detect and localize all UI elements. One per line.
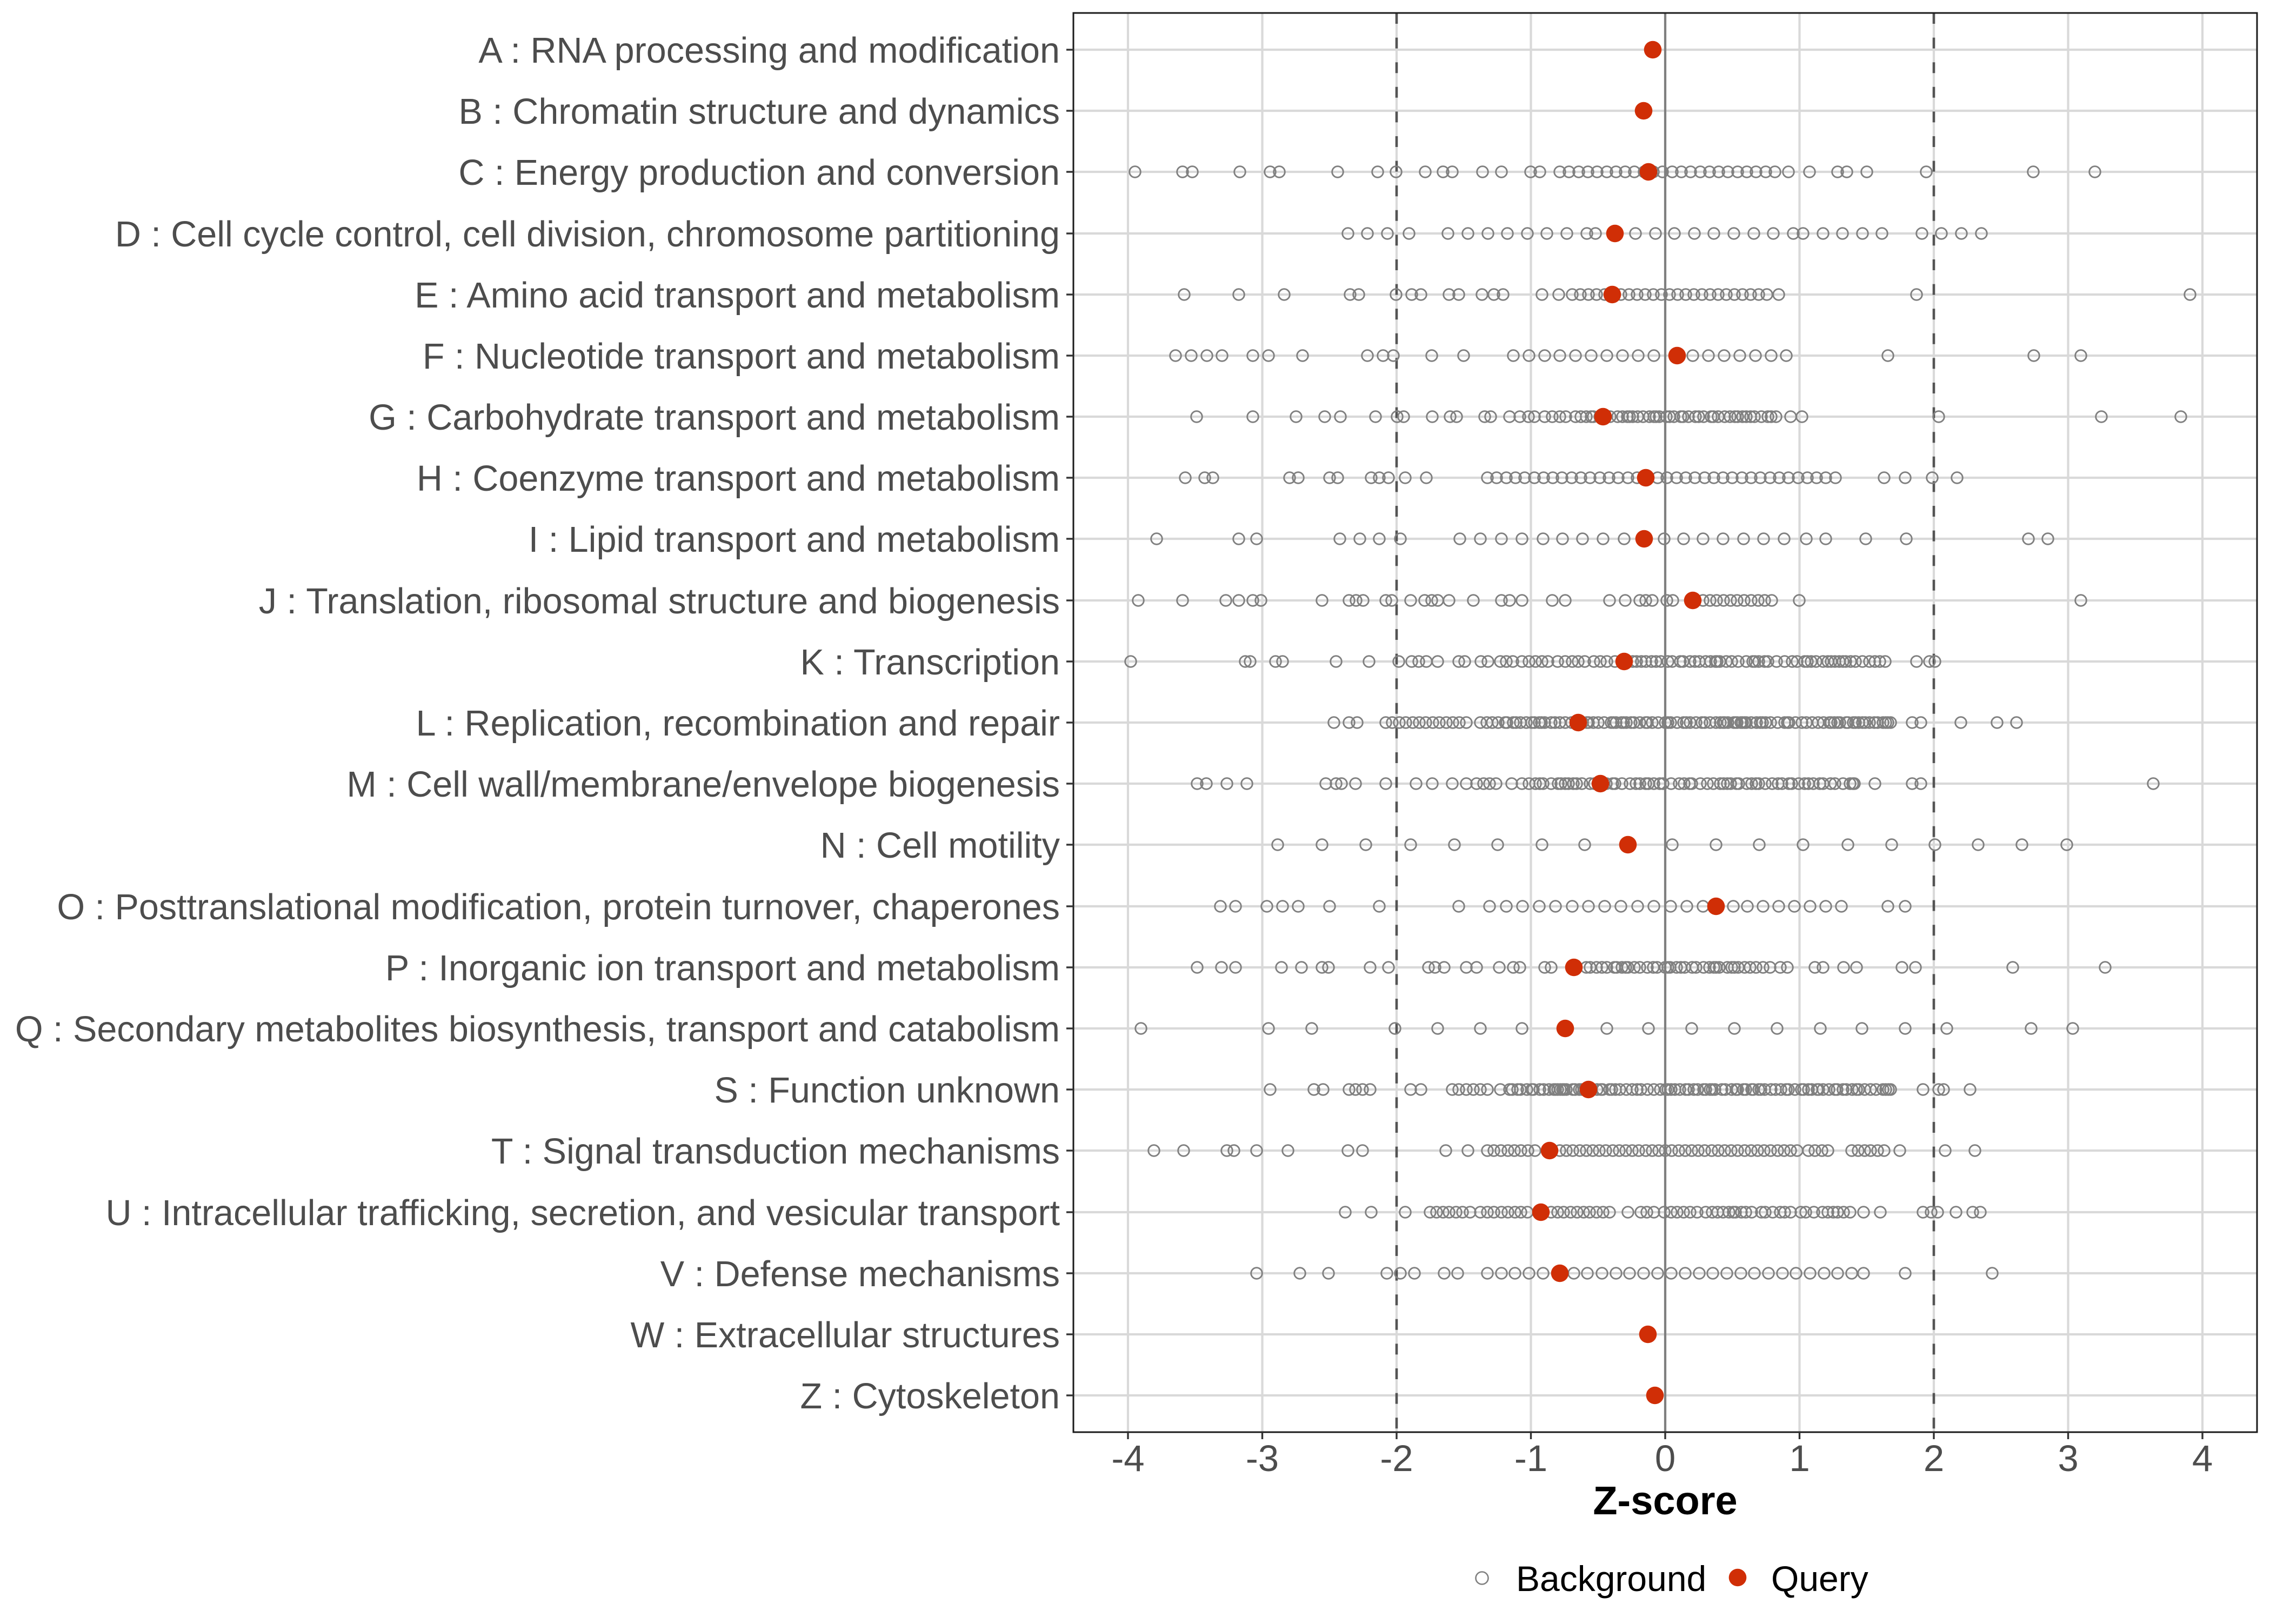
svg-text:O : Posttranslational modifica: O : Posttranslational modification, prot… <box>57 887 1060 927</box>
svg-text:Query: Query <box>1771 1559 1868 1599</box>
svg-text:2: 2 <box>1924 1438 1944 1479</box>
svg-text:W : Extracellular structures: W : Extracellular structures <box>631 1315 1060 1355</box>
svg-text:B : Chromatin structure and dy: B : Chromatin structure and dynamics <box>459 92 1060 132</box>
svg-text:H : Coenzyme transport and met: H : Coenzyme transport and metabolism <box>417 459 1060 499</box>
svg-text:C : Energy production and conv: C : Energy production and conversion <box>458 153 1060 193</box>
svg-text:J : Translation, ribosomal str: J : Translation, ribosomal structure and… <box>259 582 1060 621</box>
svg-text:-1: -1 <box>1514 1438 1547 1479</box>
svg-text:0: 0 <box>1655 1438 1675 1479</box>
svg-text:V : Defense mechanisms: V : Defense mechanisms <box>660 1254 1060 1294</box>
svg-text:I : Lipid transport and metabo: I : Lipid transport and metabolism <box>529 520 1060 560</box>
svg-text:K : Transcription: K : Transcription <box>800 643 1060 683</box>
svg-text:Background: Background <box>1516 1559 1706 1599</box>
svg-text:P : Inorganic ion transport an: P : Inorganic ion transport and metaboli… <box>385 948 1060 988</box>
svg-text:M : Cell wall/membrane/envelop: M : Cell wall/membrane/envelope biogenes… <box>346 765 1060 805</box>
svg-text:T : Signal transduction mechan: T : Signal transduction mechanisms <box>491 1132 1060 1172</box>
svg-text:S : Function unknown: S : Function unknown <box>714 1071 1060 1111</box>
svg-text:1: 1 <box>1789 1438 1810 1479</box>
svg-text:L : Replication, recombination: L : Replication, recombination and repai… <box>416 704 1060 744</box>
svg-text:G : Carbohydrate transport and: G : Carbohydrate transport and metabolis… <box>369 398 1060 438</box>
svg-text:4: 4 <box>2192 1438 2213 1479</box>
svg-text:Z-score: Z-score <box>1593 1478 1737 1523</box>
svg-text:-2: -2 <box>1380 1438 1413 1479</box>
svg-text:U : Intracellular trafficking,: U : Intracellular trafficking, secretion… <box>106 1193 1060 1233</box>
svg-text:D : Cell cycle control, cell d: D : Cell cycle control, cell division, c… <box>115 215 1060 255</box>
svg-text:E : Amino acid transport and m: E : Amino acid transport and metabolism <box>415 276 1060 316</box>
svg-text:A : RNA processing and modific: A : RNA processing and modification <box>478 31 1060 71</box>
svg-text:F : Nucleotide transport and m: F : Nucleotide transport and metabolism <box>423 337 1060 377</box>
svg-text:-3: -3 <box>1246 1438 1279 1479</box>
svg-text:3: 3 <box>2058 1438 2078 1479</box>
svg-text:Z : Cytoskeleton: Z : Cytoskeleton <box>800 1376 1060 1416</box>
svg-text:-4: -4 <box>1111 1438 1144 1479</box>
svg-text:N : Cell motility: N : Cell motility <box>820 826 1060 866</box>
svg-text:Q : Secondary metabolites bios: Q : Secondary metabolites biosynthesis, … <box>15 1010 1060 1050</box>
